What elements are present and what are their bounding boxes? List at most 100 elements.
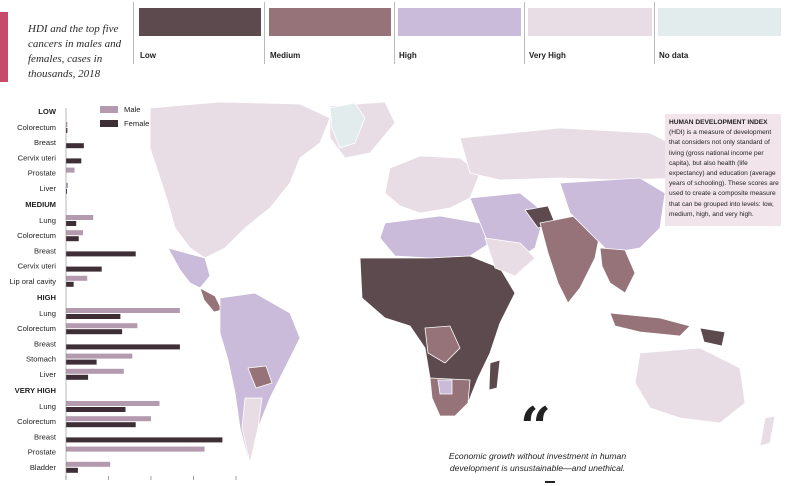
cancer-cases-bar-chart: LOW Colorectum Breast Cervix uteri Prostate L… <box>10 105 237 480</box>
map-papua-new-guinea <box>699 327 726 347</box>
category-label: Prostate <box>28 169 56 178</box>
title-accent-rule <box>0 12 8 82</box>
legend-swatch-medium <box>269 8 391 36</box>
legend-label-very-high: Very High <box>529 51 566 60</box>
bar-female <box>66 251 136 257</box>
map-arabia <box>484 237 536 277</box>
bar-male <box>66 122 68 127</box>
legend-label-low: Low <box>140 51 156 60</box>
legend-male-swatch <box>100 106 118 113</box>
category-label: Liver <box>40 370 57 379</box>
legend-separator <box>264 2 265 64</box>
legend-label-no-data: No data <box>659 51 689 60</box>
category-label: Lung <box>39 309 56 318</box>
legend-swatch-high <box>398 8 521 36</box>
map-botswana <box>437 379 453 395</box>
legend-label-medium: Medium <box>270 51 301 60</box>
map-southern-cone <box>241 397 263 464</box>
bar-female <box>66 422 136 428</box>
legend-separator <box>133 2 134 64</box>
group-header: VERY HIGH <box>15 386 56 395</box>
page-title: HDI and the top five cancers in males an… <box>28 23 122 80</box>
bar-male <box>66 167 75 173</box>
bar-male <box>66 368 124 374</box>
category-label: Prostate <box>28 448 56 457</box>
group-header: MEDIUM <box>25 200 56 209</box>
map-east-asia <box>559 177 666 254</box>
map-russia <box>459 127 701 181</box>
category-label: Breast <box>34 138 57 147</box>
bar-female <box>66 188 68 194</box>
bar-male <box>66 308 180 313</box>
group-header: HIGH <box>37 293 56 302</box>
bar-male <box>66 215 94 220</box>
map-indonesia <box>609 312 691 337</box>
bar-female <box>66 437 223 443</box>
map-australia <box>634 347 746 424</box>
bar-female <box>66 314 121 319</box>
bar-female <box>66 128 68 133</box>
legend-female-label: Female <box>124 119 149 128</box>
bar-female <box>66 143 84 149</box>
category-label: Lung <box>39 402 56 411</box>
category-label: Colorectum <box>17 324 56 333</box>
bar-male <box>66 446 205 452</box>
legend-swatch-no-data <box>658 8 781 36</box>
map-new-zealand <box>759 415 776 447</box>
info-heading: HUMAN DEVELOPMENT INDEX <box>669 119 768 126</box>
category-label: Lung <box>39 216 56 225</box>
legend-separator <box>394 2 395 64</box>
bar-male <box>66 401 160 406</box>
legend-label-high: High <box>399 51 417 60</box>
bar-female <box>66 359 97 365</box>
world-hdi-map <box>149 101 776 464</box>
map-central-africa-medium <box>424 325 461 364</box>
category-label: Stomach <box>26 355 56 364</box>
bar-male <box>66 416 151 422</box>
legend-swatch-very-high <box>528 8 652 36</box>
bar-female <box>66 221 77 226</box>
bar-female <box>66 344 180 350</box>
bar-male <box>66 275 88 281</box>
map-bolivia <box>247 365 273 389</box>
bar-female <box>66 374 89 380</box>
bar-male <box>66 323 138 329</box>
group-header: LOW <box>38 107 57 116</box>
category-label: Colorectum <box>17 123 56 132</box>
bar-female <box>66 329 123 335</box>
category-label: Breast <box>34 339 57 348</box>
map-north-america <box>149 101 331 259</box>
quote-dash <box>545 481 555 483</box>
legend-male-label: Male <box>124 105 140 114</box>
bar-female <box>66 281 74 287</box>
category-label: Colorectum <box>17 231 56 240</box>
map-southeast-asia <box>599 247 636 294</box>
bar-male <box>66 461 111 467</box>
bar-female <box>66 158 82 164</box>
bar-male <box>66 182 69 188</box>
map-madagascar <box>488 359 501 391</box>
bar-female <box>66 236 79 242</box>
category-label: Breast <box>34 246 57 255</box>
legend-swatch-low <box>139 8 261 36</box>
map-europe <box>384 155 481 214</box>
legend-separator <box>524 2 525 64</box>
bar-female <box>66 266 102 272</box>
category-label: Colorectum <box>17 417 56 426</box>
info-body: (HDI) is a measure of development that c… <box>669 129 779 218</box>
map-central-america <box>199 287 223 313</box>
bar-female <box>66 467 78 473</box>
bar-male <box>66 230 83 236</box>
legend-separator <box>654 2 655 64</box>
legend-female-swatch <box>100 120 118 127</box>
map-no-data-arctic <box>329 102 366 149</box>
bar-female <box>66 407 126 412</box>
category-label: Bladder <box>30 463 57 472</box>
quote-mark: “ <box>520 395 552 459</box>
bar-male <box>66 353 133 359</box>
category-label: Cervix uteri <box>18 153 57 162</box>
quote-text: Economic growth without investment in hu… <box>448 451 627 473</box>
map-north-africa <box>379 215 491 259</box>
category-label: Lip oral cavity <box>10 277 57 286</box>
category-label: Breast <box>34 432 57 441</box>
